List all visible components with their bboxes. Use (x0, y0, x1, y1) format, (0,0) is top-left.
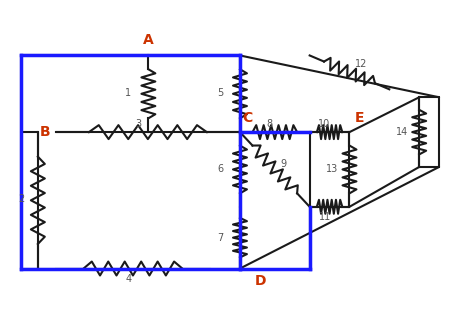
Text: 12: 12 (355, 59, 368, 69)
Text: B: B (40, 125, 51, 139)
Text: 2: 2 (18, 194, 24, 204)
Text: 5: 5 (217, 88, 223, 98)
Text: 4: 4 (126, 275, 132, 284)
Text: C: C (242, 111, 252, 125)
Text: D: D (255, 275, 266, 288)
Text: 13: 13 (326, 164, 339, 174)
Text: 10: 10 (318, 119, 330, 129)
Text: 1: 1 (126, 88, 132, 98)
Text: 7: 7 (217, 233, 223, 243)
Text: E: E (354, 111, 364, 125)
Text: 6: 6 (217, 164, 223, 174)
Text: 11: 11 (318, 212, 331, 222)
Text: 8: 8 (267, 119, 273, 129)
Text: 14: 14 (396, 127, 408, 137)
Text: 3: 3 (135, 119, 142, 129)
Text: A: A (143, 34, 154, 48)
Text: 9: 9 (281, 159, 287, 169)
